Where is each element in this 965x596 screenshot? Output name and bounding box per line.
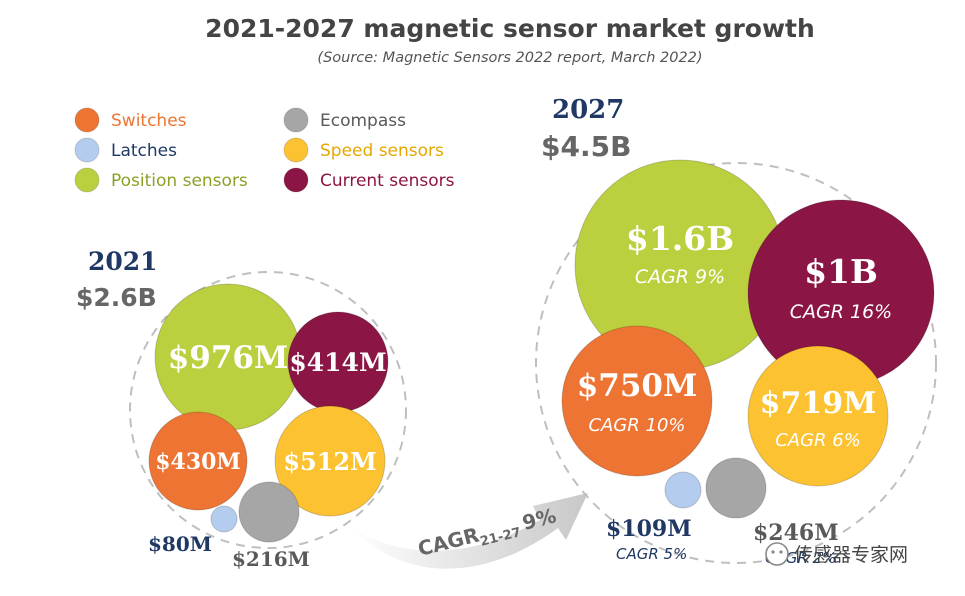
bubble-2021-switches [148, 411, 248, 511]
legend-swatch-latches [74, 137, 100, 163]
legend-label-position-sensors: Position sensors [111, 171, 248, 191]
year-label-2027: 2027 [552, 95, 624, 125]
bubble-2021-ecompass [238, 481, 300, 543]
watermark: 传感器专家网 [765, 542, 908, 566]
legend-label-ecompass: Ecompass [320, 111, 406, 131]
bubble-2021-speed-sensors [274, 405, 386, 517]
bubble-value-2027-switches: $750M [577, 368, 698, 404]
watermark-text: 传感器专家网 [794, 544, 908, 566]
bubble-value-2021-ecompass: $216M [232, 547, 310, 571]
bubble-value-2021-current-sensors: $414M [289, 348, 386, 377]
bubble-2027-latches [664, 471, 702, 509]
panel-2021: 2021 $2.6B $976M $414M $430M $512M $80M $216M [76, 247, 407, 571]
panel-boundary-2027 [535, 162, 937, 564]
legend-swatch-current-sensors [283, 167, 309, 193]
bubble-value-2021-speed-sensors: $512M [283, 447, 376, 476]
legend-label-switches: Switches [111, 111, 187, 131]
legend-swatch-switches [74, 107, 100, 133]
legend-label-latches: Latches [111, 141, 177, 161]
bubble-value-2027-position-sensors: $1.6B [626, 219, 734, 258]
panel-2027: 2027 $4.5B $1.6B CAGR 9% $1B CAGR 16% $750M CAG… [535, 95, 937, 567]
bubble-2021-latches [210, 505, 238, 533]
chart-title: 2021-2027 magnetic sensor market growth [205, 14, 815, 43]
legend-swatch-speed-sensors [283, 137, 309, 163]
bubble-value-2021-latches: $80M [148, 532, 212, 556]
bubble-value-2021-switches: $430M [155, 449, 241, 475]
total-label-2021: $2.6B [76, 283, 157, 312]
bubble-2027-switches [561, 325, 713, 477]
bubble-2027-speed-sensors [747, 345, 889, 487]
wechat-icon [765, 542, 789, 566]
bubble-cagr-2027-latches: CAGR 5% [616, 545, 687, 563]
panel-boundary-2021 [129, 271, 407, 549]
bubble-cagr-2027-position-sensors: CAGR 9% [635, 266, 725, 288]
bubble-cagr-2027-current-sensors: CAGR 16% [790, 301, 892, 323]
bubble-2027-ecompass [705, 457, 767, 519]
wechat-icon-dot-left [771, 550, 775, 554]
bubble-value-2027-current-sensors: $1B [804, 252, 878, 291]
bubble-cagr-2027-switches: CAGR 10% [588, 415, 685, 436]
year-label-2021: 2021 [88, 247, 158, 276]
wechat-icon-dot-right [779, 550, 783, 554]
bubble-value-2027-latches: $109M [606, 516, 692, 542]
legend-swatch-position-sensors [74, 167, 100, 193]
legend: Switches Latches Position sensors Ecompass S… [74, 107, 455, 193]
total-label-2027: $4.5B [541, 130, 631, 163]
bubble-value-2021-position-sensors: $976M [168, 340, 289, 376]
legend-label-speed-sensors: Speed sensors [320, 141, 444, 161]
bubble-panels: 2021$2.6B$976M $414M$430M $512M$80M$216M20… [76, 95, 937, 571]
bubble-value-2027-ecompass: $246M [753, 520, 839, 546]
chart-subtitle: (Source: Magnetic Sensors 2022 report, M… [317, 50, 702, 66]
bubble-cagr-2027-speed-sensors: CAGR 6% [775, 430, 861, 451]
growth-arrow [350, 493, 588, 569]
legend-swatch-ecompass [283, 107, 309, 133]
legend-label-current-sensors: Current sensors [320, 171, 455, 191]
bubble-value-2027-speed-sensors: $719M [760, 386, 877, 421]
